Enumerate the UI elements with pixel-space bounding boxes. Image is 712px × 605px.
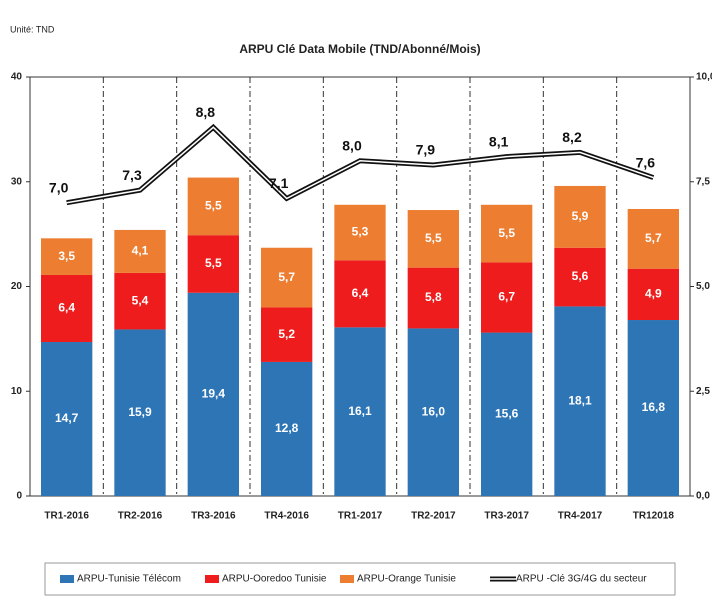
x-tick-label: TR1-2016 [44, 511, 89, 522]
value-label: 12,8 [275, 421, 299, 435]
chart-title: ARPU Clé Data Mobile (TND/Abonné/Mois) [239, 42, 480, 56]
line-label: 7,1 [269, 175, 289, 191]
y2-tick-label: 2,5 [696, 386, 710, 397]
bar [41, 274, 93, 343]
line-label: 8,2 [562, 129, 582, 145]
line-label: 7,6 [636, 154, 656, 170]
y-tick-label: 40 [11, 72, 23, 83]
bar [407, 210, 459, 268]
value-label: 18,1 [568, 393, 592, 407]
legend-swatch [340, 575, 354, 583]
legend-swatch [205, 575, 219, 583]
legend-label: ARPU-Tunisie Télécom [77, 574, 181, 585]
y-tick-label: 30 [11, 176, 23, 187]
value-label: 5,7 [645, 231, 662, 245]
value-label: 5,9 [572, 209, 589, 223]
line-inner [66, 126, 654, 204]
bar [554, 306, 606, 496]
y-tick-label: 0 [16, 491, 22, 502]
line-label: 7,9 [416, 142, 436, 158]
value-label: 5,5 [205, 199, 222, 213]
value-label: 16,0 [422, 404, 446, 418]
bar [334, 260, 386, 328]
line-label: 8,1 [489, 133, 509, 149]
bar [187, 177, 239, 236]
value-label: 5,3 [352, 225, 369, 239]
bar [407, 267, 459, 329]
bar [334, 204, 386, 261]
bar [114, 329, 166, 496]
line-label: 7,0 [49, 179, 69, 195]
value-label: 15,6 [495, 406, 519, 420]
bar [627, 208, 679, 269]
value-label: 15,9 [128, 405, 152, 419]
value-label: 6,4 [352, 286, 369, 300]
value-label: 19,4 [202, 387, 226, 401]
x-tick-label: TR2-2016 [118, 511, 163, 522]
y-tick-label: 20 [11, 281, 23, 292]
x-tick-label: TR3-2017 [484, 511, 529, 522]
bar [187, 292, 239, 496]
legend-label: ARPU-Orange Tunisie [357, 574, 456, 585]
value-label: 16,8 [642, 400, 666, 414]
value-label: 14,7 [55, 411, 79, 425]
bar [407, 328, 459, 496]
y2-tick-label: 10,0 [696, 72, 712, 83]
value-label: 5,4 [132, 293, 149, 307]
bar [481, 332, 533, 496]
bar [627, 320, 679, 496]
bar [627, 268, 679, 321]
bar [334, 327, 386, 496]
x-tick-label: TR4-2016 [264, 511, 309, 522]
legend-swatch [60, 575, 74, 583]
value-label: 5,8 [425, 290, 442, 304]
bar [41, 238, 93, 275]
value-label: 16,1 [348, 404, 372, 418]
x-tick-label: TR2-2017 [411, 511, 456, 522]
bar [114, 272, 166, 330]
y2-tick-label: 7,5 [696, 176, 710, 187]
legend-label: ARPU -Clé 3G/4G du secteur [516, 574, 647, 585]
x-tick-label: TR4-2017 [558, 511, 603, 522]
bar [187, 235, 239, 293]
bar [41, 342, 93, 496]
y-tick-label: 10 [11, 386, 23, 397]
bar [261, 361, 313, 496]
bar [481, 204, 533, 263]
legend-label: ARPU-Ooredoo Tunisie [222, 574, 327, 585]
line-label: 7,3 [122, 167, 142, 183]
value-label: 3,5 [58, 249, 75, 263]
x-tick-label: TR1-2017 [338, 511, 383, 522]
bar [481, 262, 533, 333]
bar [554, 185, 606, 248]
value-label: 5,6 [572, 269, 589, 283]
bar [261, 307, 313, 362]
line-label: 8,8 [196, 104, 216, 120]
line-label: 8,0 [342, 138, 362, 154]
bar [554, 247, 606, 307]
y2-tick-label: 0,0 [696, 491, 710, 502]
value-label: 6,4 [58, 301, 75, 315]
legend-frame [44, 562, 676, 596]
value-label: 4,1 [132, 244, 149, 258]
value-label: 5,5 [425, 231, 442, 245]
bar [261, 247, 313, 308]
value-label: 5,2 [278, 327, 295, 341]
value-label: 5,7 [278, 270, 295, 284]
x-tick-label: TR12018 [633, 511, 675, 522]
x-tick-label: TR3-2016 [191, 511, 236, 522]
unit-label: Unité: TND [10, 24, 55, 34]
value-label: 4,9 [645, 287, 662, 301]
value-label: 5,5 [205, 256, 222, 270]
value-label: 6,7 [498, 290, 515, 304]
bar [114, 229, 166, 273]
y2-tick-label: 5,0 [696, 281, 710, 292]
value-label: 5,5 [498, 226, 515, 240]
